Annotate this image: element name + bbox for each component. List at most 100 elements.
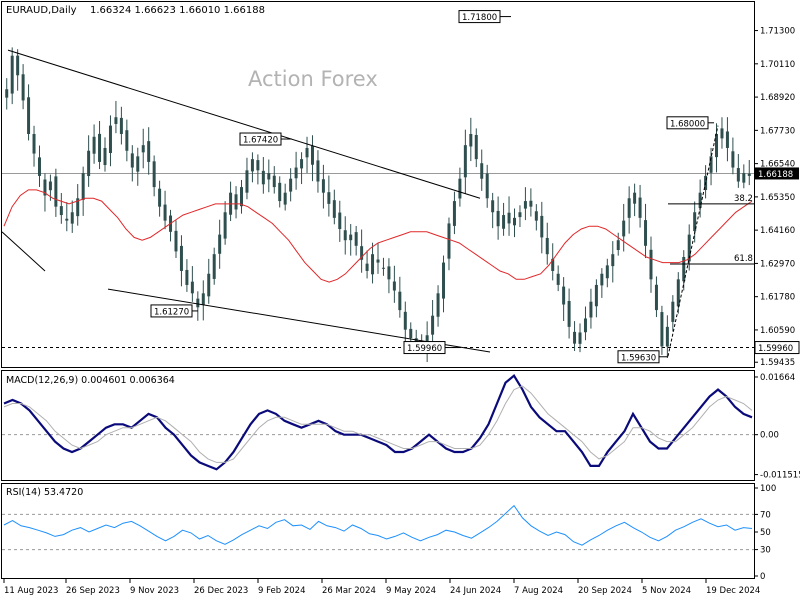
rsi-line	[3, 504, 753, 546]
time-tick-label: 26 Dec 2023	[194, 586, 248, 596]
rsi-panel-frame	[1, 483, 755, 579]
candle-body	[294, 167, 298, 179]
candle-body	[310, 145, 314, 165]
candle-body	[141, 145, 145, 153]
candle-body	[354, 232, 358, 246]
candle-body	[698, 192, 702, 208]
candle-body	[731, 151, 735, 168]
candle-body	[671, 301, 675, 322]
candle-body	[485, 173, 489, 199]
price-tick-label: 1.68920	[760, 93, 795, 103]
candle-body	[37, 157, 41, 176]
candle-body	[256, 160, 260, 171]
candle-body	[119, 117, 123, 134]
time-tick-label: 7 Aug 2024	[514, 586, 563, 596]
candle-body	[725, 131, 729, 148]
candle-body	[452, 201, 456, 226]
candle-body	[365, 263, 369, 271]
rsi-title: RSI(14) 53.4720	[6, 487, 83, 498]
candle-body	[267, 173, 271, 180]
support-price-box	[754, 341, 800, 355]
macd-title: MACD(12,26,9) 0.004601 0.006364	[6, 375, 175, 386]
candle-body	[387, 266, 391, 280]
candle-body	[622, 220, 626, 237]
candle-body	[567, 300, 571, 327]
candle-body	[687, 234, 691, 262]
candle-body	[715, 133, 719, 158]
candle-body	[551, 258, 555, 271]
moving-average	[3, 189, 753, 283]
candle-body	[343, 230, 347, 241]
candle-body	[562, 286, 566, 305]
price-annotation-label: 1.68000	[670, 119, 705, 129]
candle-body	[502, 215, 506, 229]
candle-body	[583, 318, 587, 333]
candle-body	[130, 153, 134, 168]
candle-body	[70, 212, 74, 224]
price-annotation-label: 1.71800	[462, 13, 497, 23]
candle-body	[163, 204, 167, 221]
candle-body	[589, 301, 593, 318]
candle-body	[512, 217, 516, 226]
chart-symbol: EURAUD,Daily	[6, 5, 77, 16]
left-trendline-fragment	[1, 231, 46, 272]
price-tick-label: 1.70110	[760, 60, 795, 70]
candle-body	[147, 141, 151, 162]
current-price-box	[755, 167, 799, 180]
candle-body	[10, 55, 14, 94]
time-tick-label: 19 Dec 2024	[706, 586, 760, 596]
candle-body	[261, 170, 265, 185]
macd-main-line	[3, 374, 753, 471]
candle-body	[507, 212, 511, 224]
price-annotation-label: 1.59630	[621, 353, 656, 363]
candle-body	[174, 230, 178, 252]
candle-body	[87, 150, 91, 177]
candle-body	[185, 269, 189, 285]
candle-body	[463, 145, 467, 178]
price-axis: 1.71300 1.70110 1.68920 1.67730 1.66540 1.653…	[754, 27, 800, 368]
candle-body	[76, 198, 80, 217]
time-tick-label: 5 Nov 2024	[642, 586, 691, 596]
candle-body	[409, 328, 413, 339]
candle-body	[212, 254, 216, 279]
candle-body	[534, 211, 538, 221]
time-axis: 11 Aug 2023 26 Sep 2023 9 Nov 2023 26 Dec 2…	[3, 579, 760, 596]
candle-body	[403, 311, 407, 330]
candle-body	[676, 279, 680, 307]
candle-body	[272, 175, 276, 188]
macd-tick-label: 0.01664	[760, 373, 795, 383]
price-tick-label: 1.60590	[760, 326, 795, 336]
candle-body	[693, 212, 697, 232]
candle-body	[190, 281, 194, 294]
time-tick-label: 11 Aug 2023	[4, 586, 58, 596]
candle-body	[125, 130, 129, 151]
price-panel-frame	[1, 1, 755, 368]
candle-body	[545, 237, 549, 255]
price-tick-label: 1.65350	[760, 193, 795, 203]
candle-body	[103, 147, 107, 166]
current-price-label: 1.66188	[758, 170, 793, 180]
rsi-tick-label: 70	[760, 510, 771, 520]
time-tick-label: 26 Mar 2024	[322, 586, 376, 596]
candle-body	[474, 134, 478, 160]
candle-body	[381, 267, 385, 269]
candle-body	[136, 156, 140, 172]
candle-body	[283, 192, 287, 205]
fib-retracement-label: 61.8	[734, 254, 753, 264]
candle-body	[605, 265, 609, 279]
candle-body	[371, 254, 375, 275]
macd-tick-label: -0.011515	[760, 471, 800, 481]
price-tick-label: 1.66540	[760, 160, 795, 170]
candle-body	[376, 259, 380, 263]
candle-body	[442, 262, 446, 299]
candle-body	[278, 182, 282, 202]
time-tick-label: 9 Nov 2023	[130, 586, 179, 596]
price-tick-label: 1.59435	[760, 358, 795, 368]
candle-body	[649, 249, 653, 280]
candle-body	[81, 173, 85, 200]
price-candles	[5, 47, 751, 363]
price-tick-label: 1.64160	[760, 226, 795, 236]
macd-panel: 0.01664 0.00 -0.011515	[2, 373, 800, 481]
candle-body	[398, 291, 402, 311]
